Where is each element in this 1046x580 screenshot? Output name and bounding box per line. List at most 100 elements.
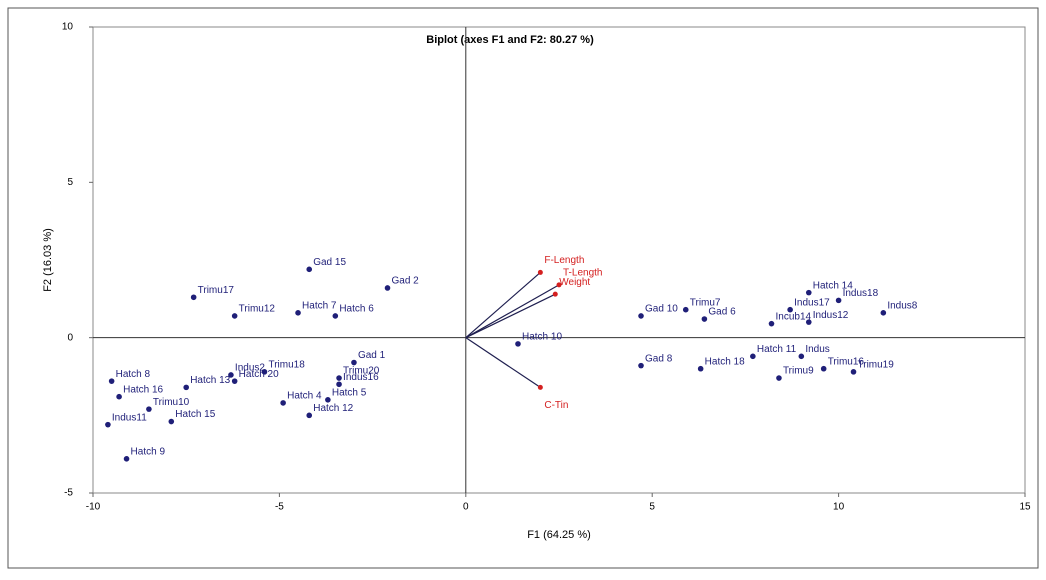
point-label: Indus16 <box>343 372 379 383</box>
point-label: Gad 1 <box>358 350 386 361</box>
point-label: Hatch 6 <box>339 304 374 315</box>
x-tick-label: 0 <box>463 502 469 513</box>
point-label: Trimu19 <box>858 359 895 370</box>
point <box>638 313 644 319</box>
point <box>850 369 857 375</box>
point <box>325 397 331 403</box>
point-label: Hatch 12 <box>313 403 353 414</box>
point-label: Indus11 <box>112 412 147 423</box>
point <box>787 306 793 313</box>
point-label: Incub14 <box>775 311 811 322</box>
point-label: Trimu20 <box>343 366 380 377</box>
point-label: Trimu16 <box>828 356 865 367</box>
point <box>880 310 887 316</box>
point <box>306 266 313 273</box>
y-tick-label: -5 <box>64 488 73 499</box>
point-label: Indus12 <box>813 310 849 321</box>
point-label: Gad 2 <box>392 276 420 287</box>
vector-label: Weight <box>559 277 590 288</box>
y-tick-label: 10 <box>62 22 74 33</box>
point <box>750 353 756 360</box>
point-label: Indus <box>805 344 829 355</box>
point-label: Gad 8 <box>645 353 673 364</box>
x-tick-label: 5 <box>649 502 655 513</box>
vector <box>465 337 541 388</box>
point <box>183 384 189 391</box>
point-label: Trimu9 <box>783 366 814 377</box>
point <box>701 316 708 322</box>
point-label: Hatch 4 <box>287 391 322 402</box>
point <box>351 359 357 366</box>
point-label: Hatch 14 <box>813 280 853 291</box>
point <box>116 393 122 400</box>
point-label: Hatch 20 <box>239 369 279 380</box>
point-label: Hatch 7 <box>302 300 337 311</box>
point-label: Hatch 13 <box>190 375 230 386</box>
point <box>261 369 268 375</box>
point-label: Hatch 5 <box>332 387 367 398</box>
point-label: Hatch 9 <box>131 446 166 457</box>
x-tick-label: -10 <box>86 502 101 513</box>
point <box>805 319 812 325</box>
point-label: Trimu12 <box>239 304 276 315</box>
point <box>108 378 115 384</box>
point <box>228 372 234 378</box>
point <box>146 406 152 412</box>
point <box>768 320 775 327</box>
point-label: Hatch 11 <box>757 344 797 355</box>
vector-tip <box>556 282 562 288</box>
point-label: Indus8 <box>887 300 917 311</box>
point-label: Hatch 16 <box>123 384 163 395</box>
point-label: Hatch 18 <box>705 356 745 367</box>
point <box>805 289 812 296</box>
point <box>332 313 339 319</box>
vector-label: T-Length <box>563 267 602 278</box>
vector-tip <box>537 384 543 390</box>
point <box>231 313 238 319</box>
point-label: Gad 10 <box>645 304 678 315</box>
point <box>105 421 111 428</box>
x-tick-label: 15 <box>1019 502 1031 513</box>
point-label: Hatch 15 <box>175 409 215 420</box>
point <box>306 412 313 419</box>
point-label: Gad 15 <box>313 257 346 268</box>
point <box>336 375 342 381</box>
point-label: Trimu18 <box>268 359 305 370</box>
point <box>697 365 704 372</box>
y-tick-label: 5 <box>67 177 73 188</box>
vector <box>465 284 560 339</box>
point-label: Hatch 8 <box>116 369 151 380</box>
point-label: Indus18 <box>843 288 879 299</box>
vector-tip <box>537 269 543 275</box>
point-label: Indus17 <box>794 297 830 308</box>
x-tick-label: -5 <box>275 502 284 513</box>
point-label: Hatch 10 <box>522 332 562 343</box>
vector-label: C-Tin <box>544 400 568 411</box>
plot-area <box>92 26 1026 494</box>
point <box>168 418 175 425</box>
vector <box>465 271 541 339</box>
point <box>820 365 827 372</box>
point <box>123 456 130 462</box>
point <box>682 306 689 313</box>
point <box>798 353 805 360</box>
vector-label: F-Length <box>544 255 584 266</box>
point-label: Trimu7 <box>690 297 721 308</box>
point <box>515 341 521 347</box>
vector <box>465 293 556 339</box>
point-label: Trimu10 <box>153 397 190 408</box>
point-label: Trimu17 <box>198 285 235 296</box>
x-axis-label: F1 (64.25 %) <box>527 529 591 541</box>
point <box>638 362 644 369</box>
point-label: Gad 6 <box>708 307 736 318</box>
point-label: Indus2 <box>235 363 265 374</box>
point <box>835 297 842 304</box>
chart-title: Biplot (axes F1 and F2: 80.27 %) <box>426 34 594 46</box>
y-tick-label: 0 <box>67 332 73 343</box>
y-axis-label: F2 (16.03 %) <box>42 228 54 292</box>
point <box>295 310 301 316</box>
vector-tip <box>552 291 558 297</box>
point <box>776 375 782 381</box>
point <box>280 400 286 406</box>
